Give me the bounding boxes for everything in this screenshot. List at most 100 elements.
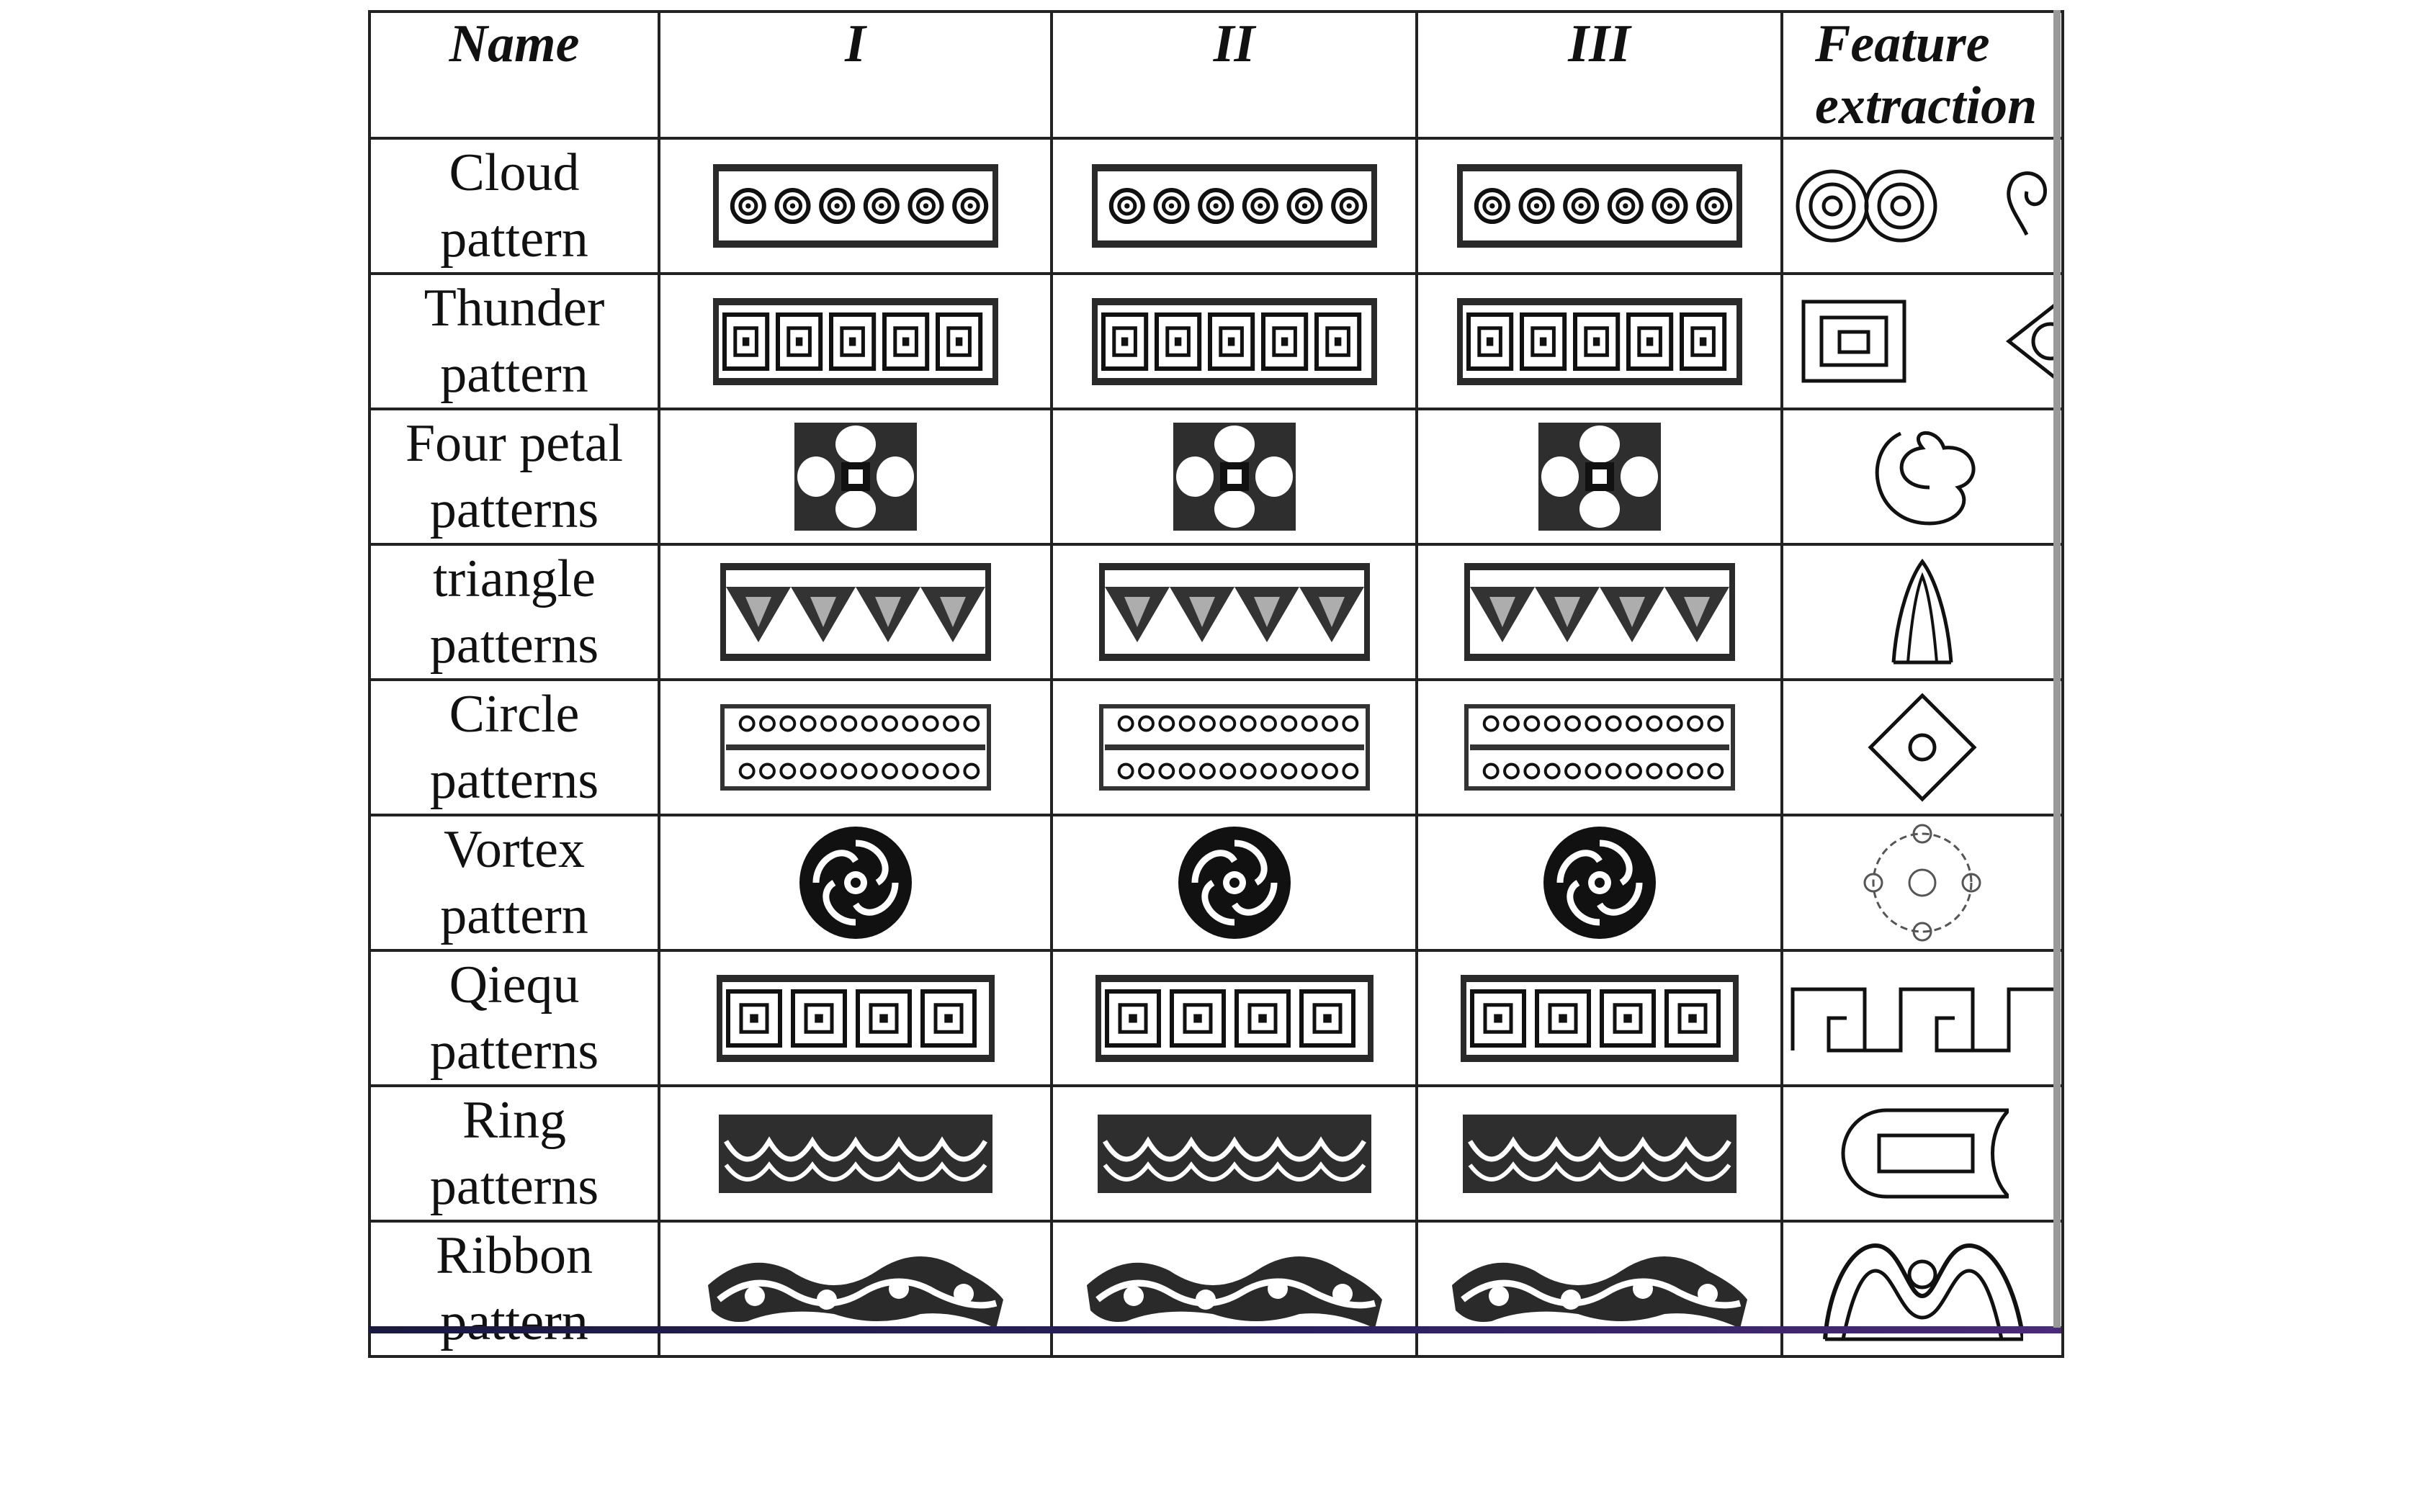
pattern-sample-cell [1050,814,1418,952]
ring-band-icon [1418,1109,1780,1199]
pattern-sample-cell [1050,272,1418,410]
table-row: Circle patterns [368,678,2064,816]
header-ii: II [1050,10,1418,140]
vortex-disc-icon [1053,822,1415,944]
pattern-sample-cell [1050,949,1418,1087]
pattern-name-cell: Qiequ patterns [368,949,660,1087]
table-row: Thunder pattern [368,272,2064,410]
header-i: I [658,10,1053,140]
triangle-band-icon [1053,562,1415,662]
pattern-name-line: Qiequ [449,955,580,1014]
pattern-name-cell: Thunder pattern [368,272,660,410]
pattern-sample-cell [1415,408,1783,546]
pattern-sample-cell [658,137,1053,275]
petal-curve-icon [1783,415,2061,538]
pattern-sample-cell [658,272,1053,410]
wave-icon [1783,1231,2061,1346]
pattern-name-line: Ring [462,1091,566,1150]
pattern-name-line: Ribbon [436,1226,593,1285]
pattern-name-cell: triangle patterns [368,543,660,681]
arch-icon [1783,554,2061,670]
table-row: Vortex pattern [368,814,2064,952]
thunder-band-icon [1053,297,1415,387]
pattern-name-line: Cloud [449,143,580,202]
header-feature-line2: extraction [1815,76,2038,135]
qiequ-band-icon [1418,973,1780,1063]
ring-band-icon [660,1109,1050,1199]
circle-band-icon [1418,701,1780,794]
pattern-name-line: Circle [449,685,580,744]
diamond-circle-icon [1783,690,2061,805]
pattern-sample-cell [1050,408,1418,546]
pattern-sample-cell [1415,814,1783,952]
pattern-name-line: Thunder [424,279,605,338]
right-edge [2053,10,2061,1328]
triangle-band-icon [1418,562,1780,662]
pattern-sample-cell [658,1084,1053,1223]
pattern-name-line: pattern [440,1292,588,1351]
square-spiral-icon [1783,287,2061,395]
pattern-name-cell: Ring patterns [368,1084,660,1223]
table-row: Ribbon pattern [368,1220,2064,1358]
pattern-sample-cell [658,814,1053,952]
pattern-sample-cell [658,543,1053,681]
thunder-band-icon [1418,297,1780,387]
pattern-name-cell: Four petal patterns [368,408,660,546]
bottom-edge [368,1326,2061,1333]
pattern-name-line: Vortex [444,820,585,879]
header-iii: III [1415,10,1783,140]
pattern-sample-cell [1415,543,1783,681]
four-petal-icon [660,415,1050,538]
pattern-name-cell: Vortex pattern [368,814,660,952]
header-feature-extraction: Feature extraction [1780,10,2064,140]
pattern-sample-cell [658,408,1053,546]
feature-extraction-cell [1780,1220,2064,1358]
thunder-band-icon [660,297,1050,387]
pattern-sample-cell [1050,1084,1418,1223]
table-row: Four petal patterns [368,408,2064,546]
pattern-name-line: triangle [432,549,596,608]
pattern-sample-cell [1415,1220,1783,1358]
pattern-sample-cell [1415,137,1783,275]
qiequ-band-icon [660,973,1050,1063]
feature-extraction-cell [1780,137,2064,275]
rounded-rect-icon [1783,1103,2061,1204]
pattern-name-line: Four petal [405,414,624,473]
header-name: Name [368,10,660,140]
table-row: Qiequ patterns [368,949,2064,1087]
pattern-name-line: pattern [440,345,588,404]
feature-extraction-cell [1780,543,2064,681]
pattern-name-line: pattern [440,886,588,945]
qiequ-band-icon [1053,973,1415,1063]
feature-extraction-cell [1780,272,2064,410]
vortex-disc-icon [660,822,1050,944]
feature-extraction-cell [1780,949,2064,1087]
pattern-sample-cell [1050,137,1418,275]
pattern-name-line: patterns [429,616,599,675]
ribbon-band-icon [1053,1242,1415,1336]
feature-extraction-cell [1780,408,2064,546]
pattern-sample-cell [658,1220,1053,1358]
pattern-name-cell: Circle patterns [368,678,660,816]
pattern-table: Name I II III Feature extraction Cloud pa… [368,10,2064,1358]
meander-icon [1783,978,2061,1058]
pattern-sample-cell [658,678,1053,816]
pattern-sample-cell [1050,678,1418,816]
table-row: Ring patterns [368,1084,2064,1223]
circle-band-icon [660,701,1050,794]
pattern-name-cell: Ribbon pattern [368,1220,660,1358]
pattern-name-line: patterns [429,480,599,539]
ribbon-band-icon [660,1242,1050,1336]
ribbon-band-icon [1418,1242,1780,1336]
cloud-band-icon [660,163,1050,249]
pattern-name-cell: Cloud pattern [368,137,660,275]
pattern-name-line: patterns [429,751,599,810]
circle-band-icon [1053,701,1415,794]
feature-extraction-cell [1780,678,2064,816]
pattern-name-line: pattern [440,210,588,269]
table-row: Cloud pattern [368,137,2064,275]
pattern-sample-cell [1415,678,1783,816]
pattern-sample-cell [1050,1220,1418,1358]
pattern-name-line: patterns [429,1022,599,1081]
triangle-band-icon [660,562,1050,662]
